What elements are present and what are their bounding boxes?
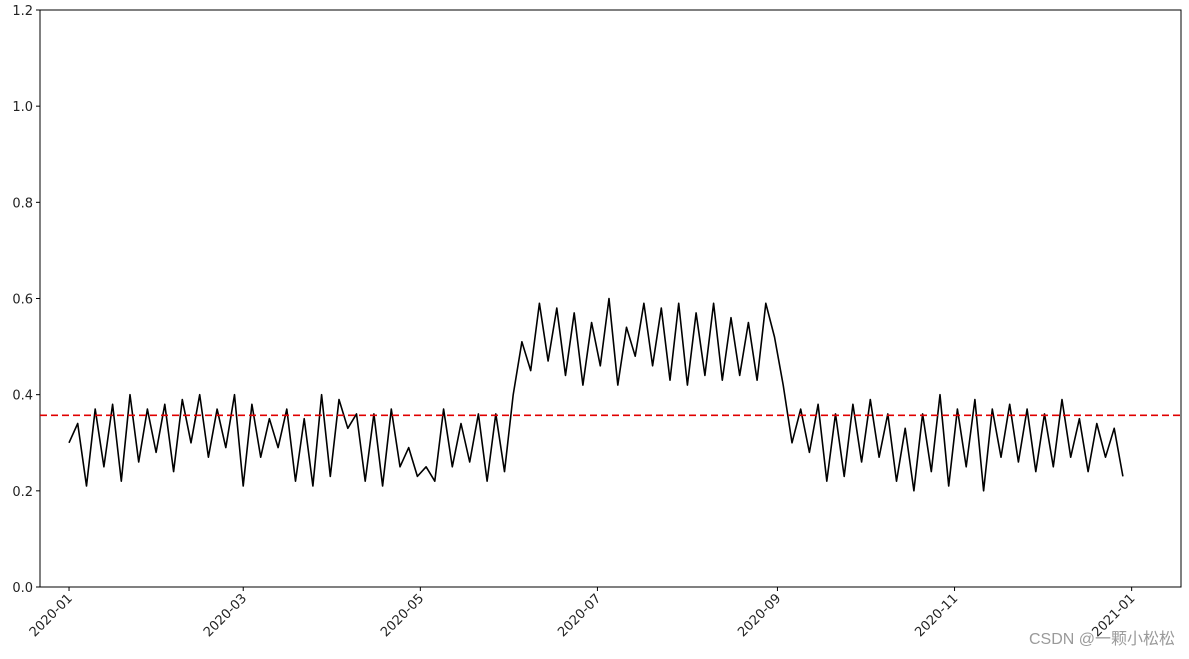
- y-tick-label: 0.0: [12, 581, 33, 596]
- plot-area: [39, 9, 1182, 588]
- x-tick-label: 2020-09: [735, 591, 784, 640]
- x-axis: 2020-01 2020-03 2020-05 2020-07 2020-09 2020-…: [27, 587, 1138, 640]
- y-tick-label: 0.8: [12, 196, 33, 211]
- x-tick-label: 2020-05: [378, 591, 427, 640]
- x-tick-label: 2020-07: [555, 591, 604, 640]
- x-tick-label: 2020-03: [201, 591, 250, 640]
- x-tick-label: 2020-11: [912, 591, 961, 640]
- watermark: CSDN @一颗小松松: [1028, 631, 1175, 648]
- y-tick-label: 0.6: [12, 293, 33, 308]
- y-tick-label: 1.2: [12, 4, 33, 19]
- y-tick-label: 0.2: [12, 485, 33, 500]
- y-tick-label: 0.4: [12, 389, 33, 404]
- series-line: [68, 297, 1124, 492]
- x-tick-label: 2020-01: [27, 591, 76, 640]
- y-tick-label: 1.0: [12, 100, 33, 115]
- y-axis: 0.0 0.2 0.4 0.6 0.8 1.0 1.2: [12, 4, 40, 596]
